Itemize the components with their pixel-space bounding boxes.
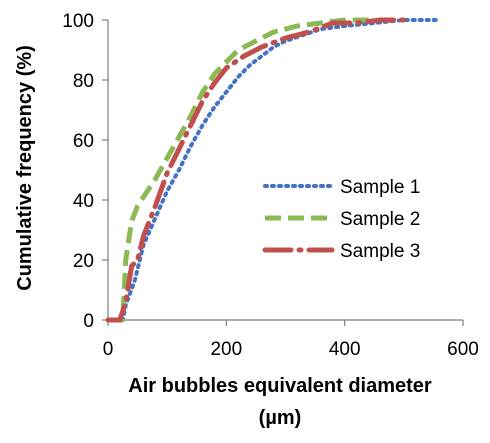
x-tick-label: 200 [210, 339, 242, 360]
y-tick-label: 60 [73, 131, 94, 152]
series-line-2 [108, 17, 375, 323]
x-ticks: 0 200 400 600 [103, 320, 479, 360]
series-layer [105, 17, 442, 323]
x-axis-title-line2: (µm) [259, 407, 302, 429]
y-tick-label: 80 [73, 71, 94, 92]
axes: 0 200 400 600 0 20 40 60 80 100 [62, 11, 479, 360]
legend-label-2: Sample 2 [340, 209, 420, 230]
legend-label-3: Sample 3 [340, 241, 420, 262]
x-tick-label: 600 [447, 339, 479, 360]
x-tick-label: 400 [329, 339, 361, 360]
y-tick-label: 0 [83, 311, 94, 332]
y-tick-label: 100 [62, 11, 94, 32]
y-tick-label: 20 [73, 251, 94, 272]
y-ticks: 0 20 40 60 80 100 [62, 11, 108, 332]
x-tick-label: 0 [103, 339, 114, 360]
legend-label-1: Sample 1 [340, 177, 420, 198]
x-axis-title-line1: Air bubbles equivalent diameter [128, 375, 432, 397]
y-axis-title: Cumulative frequency (%) [14, 45, 36, 291]
legend: Sample 1 Sample 2 Sample 3 [262, 177, 420, 262]
series-line-3 [105, 17, 407, 323]
y-tick-label: 40 [73, 191, 94, 212]
